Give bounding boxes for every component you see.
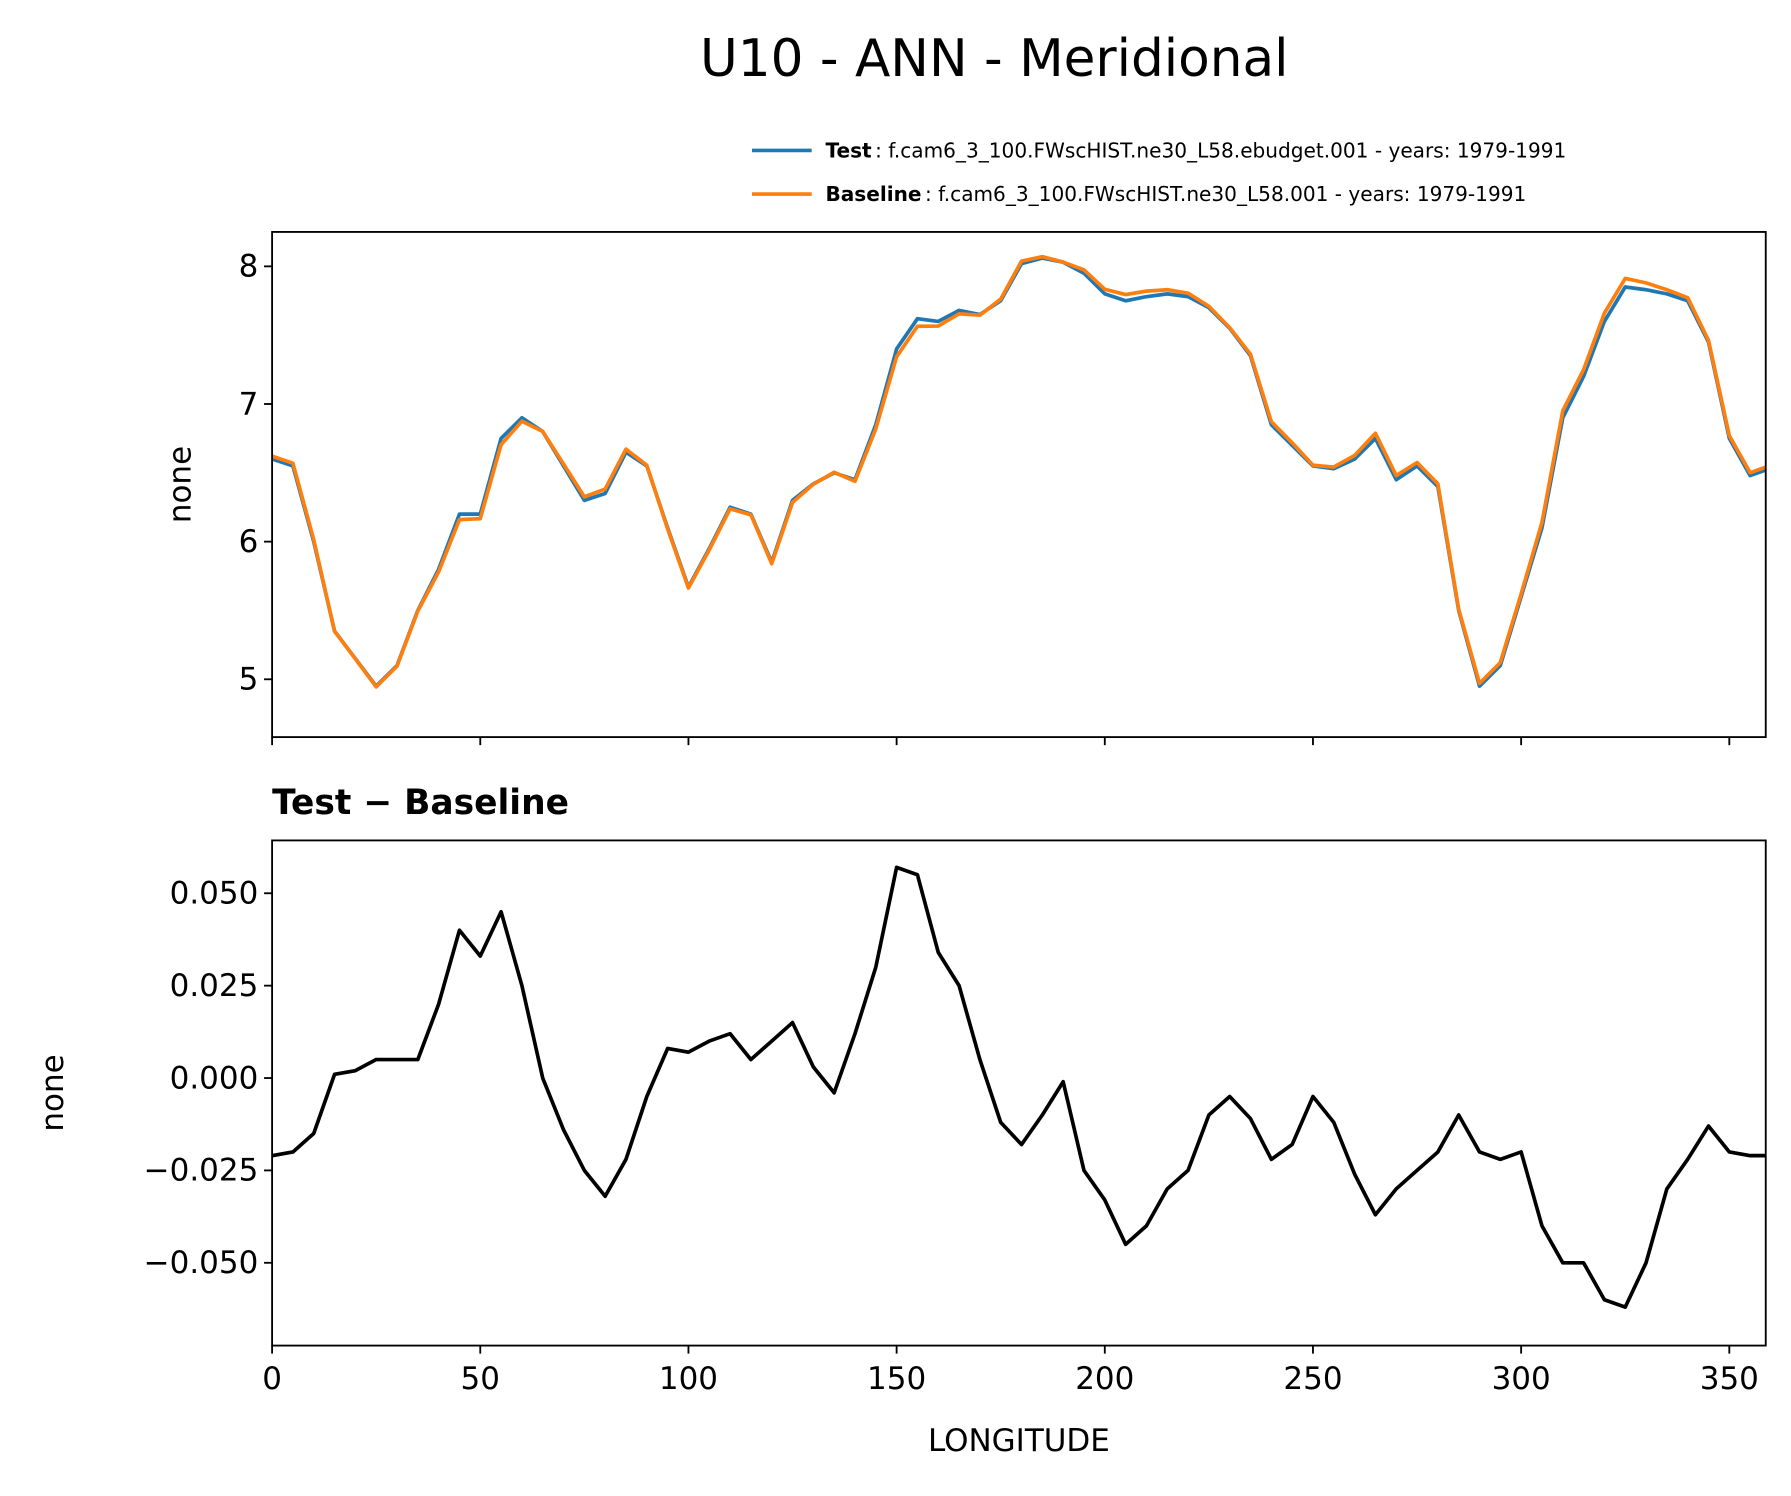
legend-description: : f.cam6_3_100.FWscHIST.ne30_L58.001 - y…: [925, 182, 1526, 206]
x-tick-label: 0: [262, 1361, 282, 1397]
legend-entry: Baseline: f.cam6_3_100.FWscHIST.ne30_L58…: [825, 182, 1526, 206]
y-tick-label: 6: [239, 524, 259, 560]
y-axis-label: none: [163, 446, 199, 523]
y-tick-label: 0.025: [170, 968, 259, 1004]
x-tick-label: 350: [1700, 1361, 1759, 1397]
legend-entry: Test: f.cam6_3_100.FWscHIST.ne30_L58.ebu…: [825, 138, 1566, 162]
chart-title: U10 - ANN - Meridional: [700, 29, 1289, 89]
legend-name: Baseline: [825, 182, 921, 206]
x-axis-label: LONGITUDE: [928, 1423, 1110, 1459]
subplot-title: Test − Baseline: [272, 783, 569, 823]
data-line: [271, 865, 1766, 1309]
x-tick-label: 50: [461, 1361, 500, 1397]
x-tick-label: 200: [1075, 1361, 1134, 1397]
x-tick-label: 150: [867, 1361, 926, 1397]
x-tick-label: 300: [1492, 1361, 1551, 1397]
data-line: [271, 254, 1767, 689]
y-tick-label: 5: [239, 662, 259, 698]
y-tick-label: 0.050: [170, 876, 259, 912]
data-line: [271, 256, 1767, 689]
y-tick-label: 7: [239, 386, 259, 422]
y-tick-label: −0.025: [144, 1153, 259, 1189]
axes-frame: [271, 231, 1767, 739]
axes-frame: [271, 839, 1767, 1347]
legend-description: : f.cam6_3_100.FWscHIST.ne30_L58.ebudget…: [875, 138, 1566, 162]
y-tick-label: 0.000: [170, 1060, 259, 1096]
y-axis-label: none: [35, 1054, 71, 1131]
y-tick-label: −0.050: [144, 1245, 259, 1281]
y-tick-label: 8: [239, 249, 259, 285]
x-tick-label: 250: [1283, 1361, 1342, 1397]
legend-name: Test: [825, 138, 872, 162]
x-tick-label: 100: [659, 1361, 718, 1397]
